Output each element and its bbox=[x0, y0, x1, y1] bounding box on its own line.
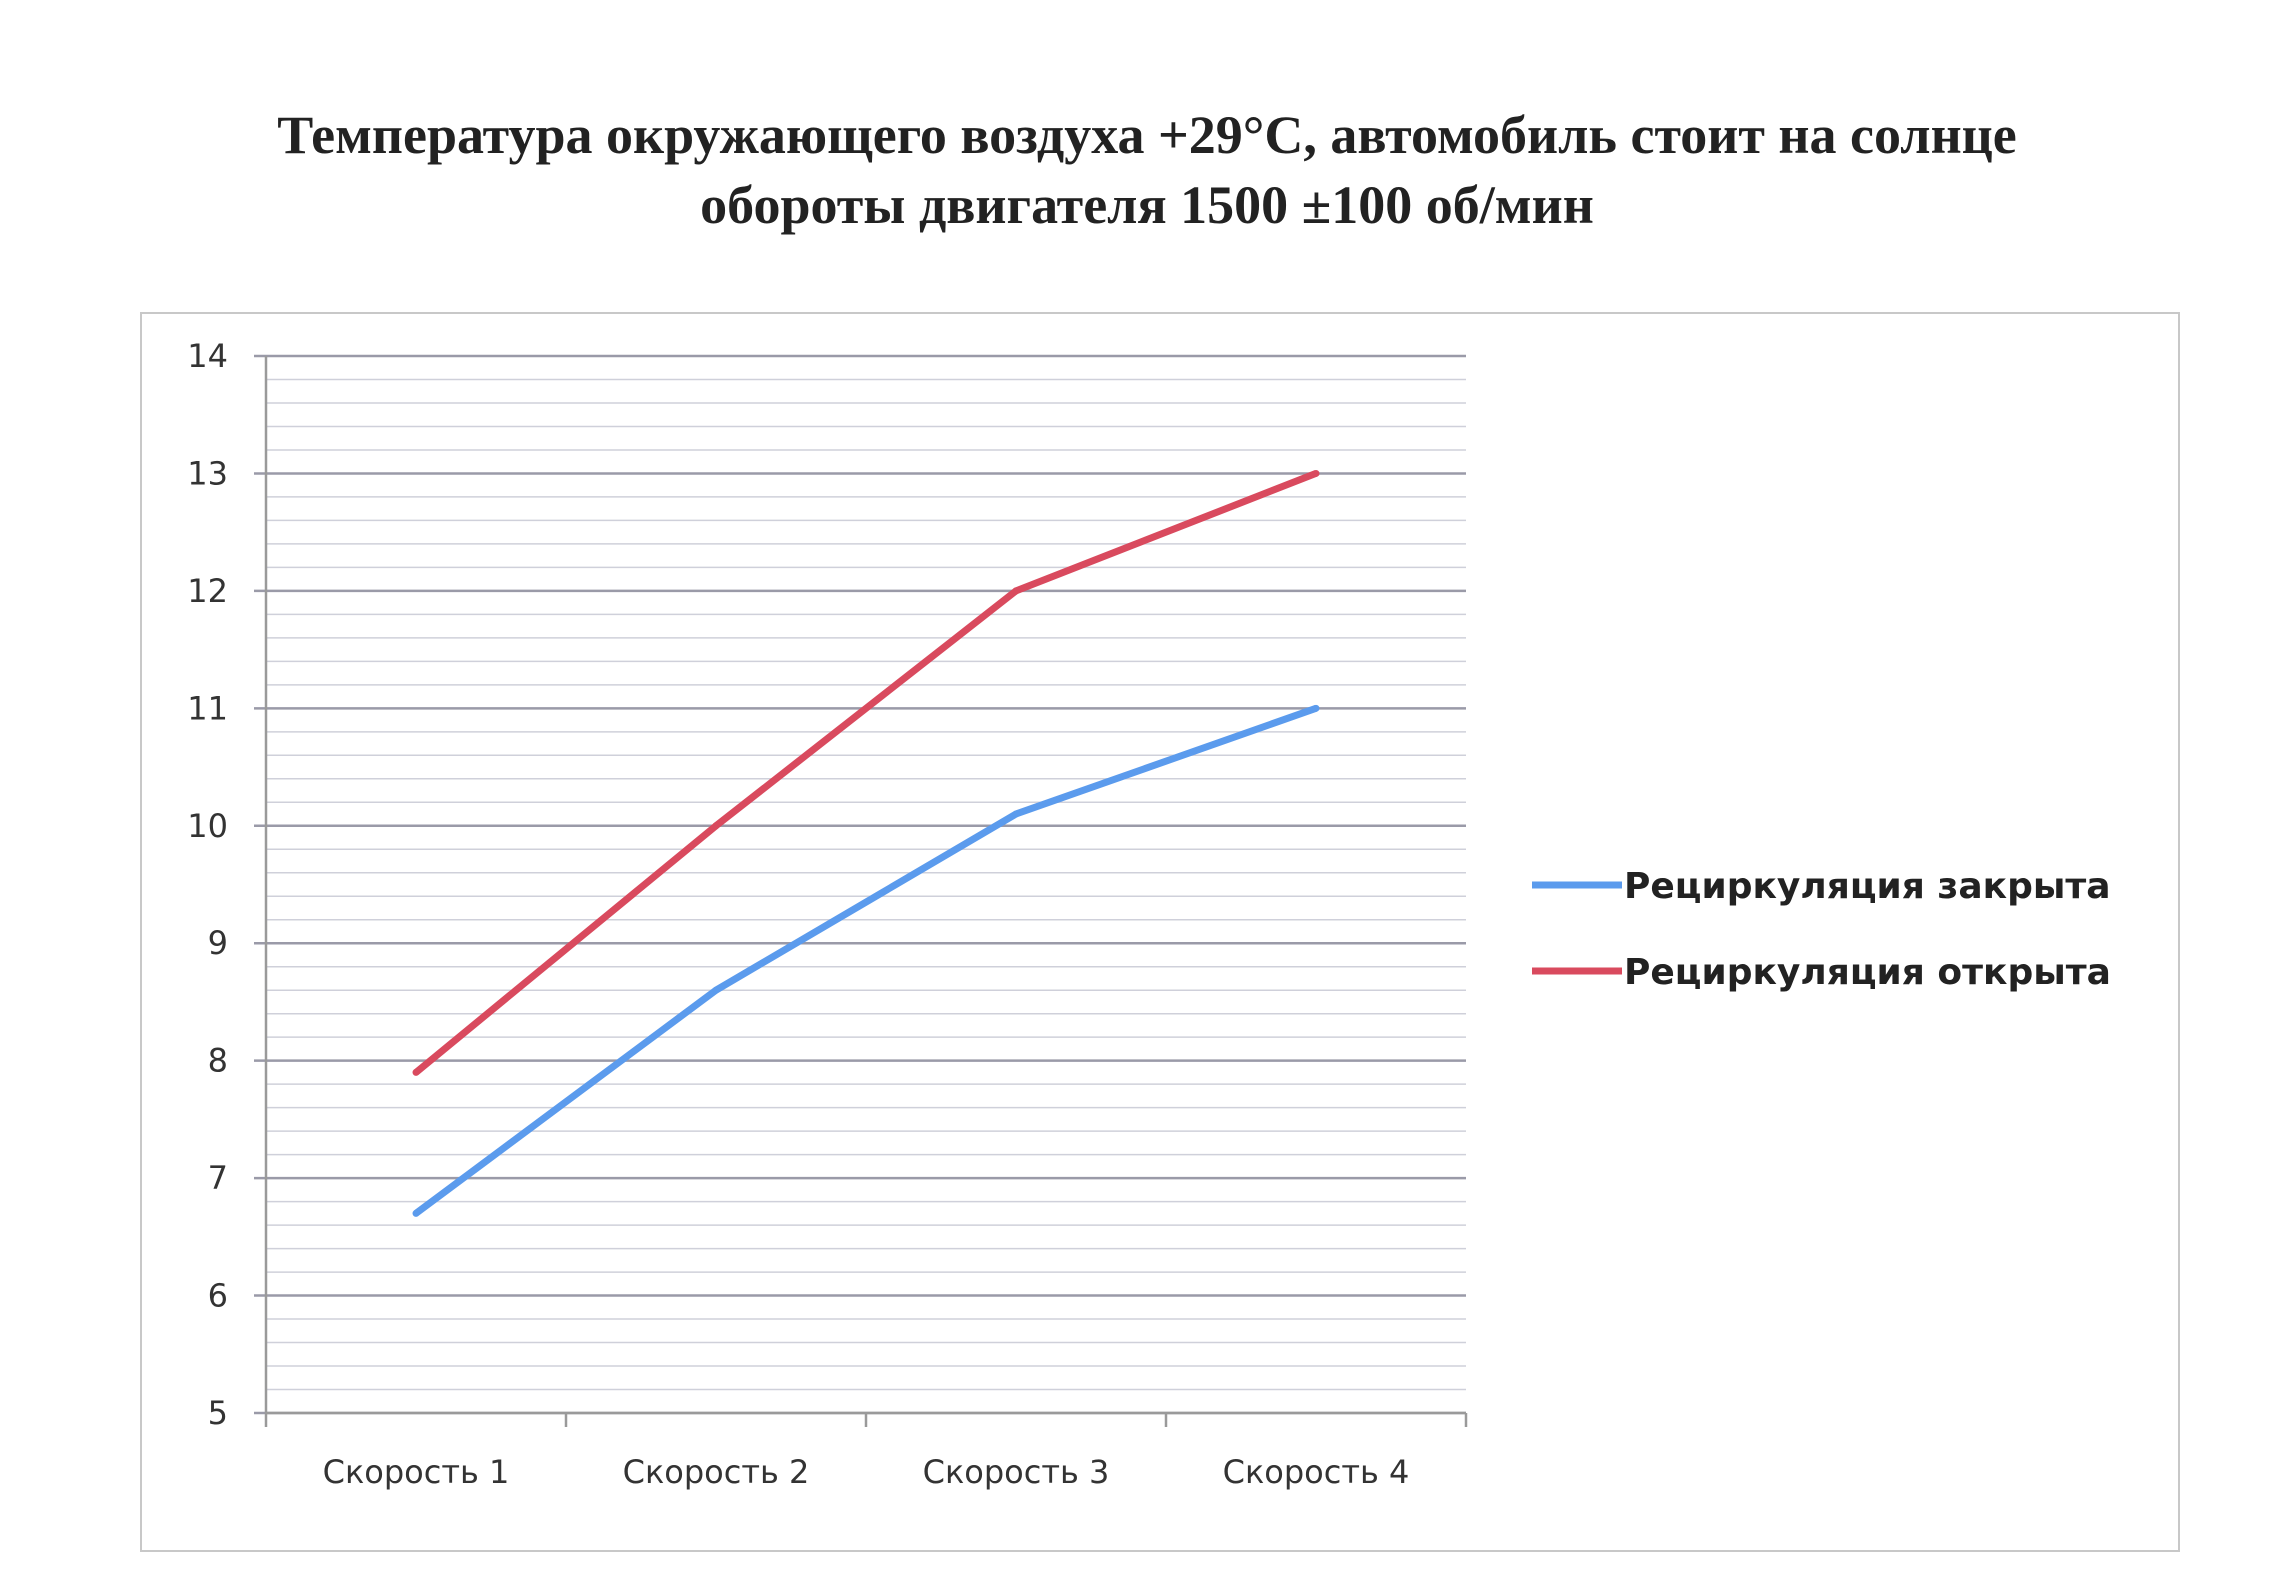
y-tick-label: 9 bbox=[208, 924, 228, 962]
legend-label: Рециркуляция открыта bbox=[1624, 952, 2111, 993]
data-point bbox=[1012, 587, 1020, 595]
axis-layer: 5 6 7 8 9 10 11 12 13 14 Скорость 1 Скорость 2 Скоро… bbox=[187, 337, 1468, 1491]
series-layer bbox=[412, 469, 1320, 1217]
data-point bbox=[712, 822, 720, 830]
x-tick-label: Скорость 4 bbox=[1223, 1453, 1410, 1491]
y-tick-label: 7 bbox=[208, 1159, 228, 1197]
x-tick-label: Скорость 2 bbox=[623, 1453, 810, 1491]
data-point bbox=[1012, 810, 1020, 818]
y-tick-label: 5 bbox=[208, 1394, 228, 1432]
title-line-2: обороты двигателя 1500 ±100 об/мин bbox=[700, 175, 1594, 235]
chart-frame bbox=[140, 312, 2180, 1552]
data-point bbox=[412, 1209, 420, 1217]
y-tick-label: 12 bbox=[187, 572, 228, 610]
y-tick-label: 11 bbox=[187, 689, 228, 727]
x-tick-label: Скорость 3 bbox=[923, 1453, 1110, 1491]
x-tick-label: Скорость 1 bbox=[323, 1453, 510, 1491]
legend: Рециркуляция закрыта Рециркуляция открыта bbox=[1532, 866, 2111, 993]
grid-layer bbox=[254, 354, 1466, 1415]
data-point bbox=[712, 986, 720, 994]
series-line-2 bbox=[413, 470, 1318, 1076]
data-point bbox=[1312, 704, 1320, 712]
legend-label: Рециркуляция закрыта bbox=[1624, 866, 2111, 907]
data-point bbox=[412, 1068, 420, 1076]
y-tick-label: 14 bbox=[187, 337, 228, 375]
y-tick-label: 6 bbox=[208, 1277, 228, 1315]
title-line-1: Температура окружающего воздуха +29°C, а… bbox=[277, 105, 2017, 165]
y-tick-label: 8 bbox=[208, 1042, 228, 1080]
y-tick-label: 10 bbox=[187, 807, 228, 845]
page-title: Температура окружающего воздуха +29°C, а… bbox=[0, 100, 2294, 240]
y-tick-label: 13 bbox=[187, 454, 228, 492]
data-point bbox=[1312, 469, 1320, 477]
series-line-1 bbox=[413, 704, 1318, 1217]
